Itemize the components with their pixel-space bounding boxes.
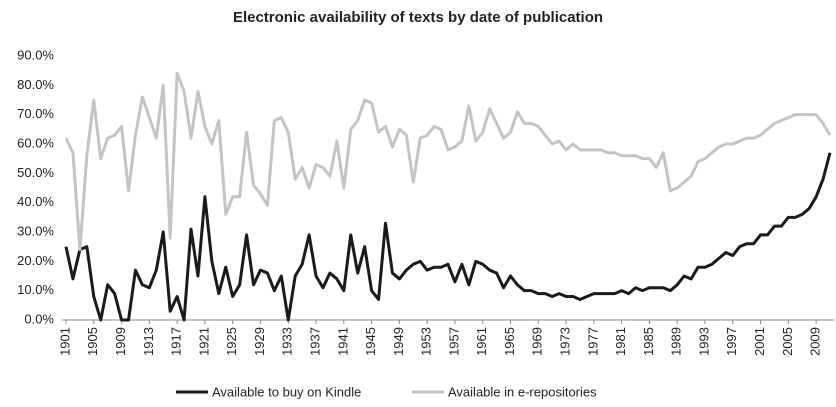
line-series xyxy=(64,72,832,252)
x-tick-label: 1989 xyxy=(669,327,684,356)
x-tick-label: 2001 xyxy=(752,327,767,356)
x-tick-label: 1925 xyxy=(224,327,239,356)
y-tick-label: 20.0% xyxy=(17,253,54,268)
x-tick-label: 1969 xyxy=(530,327,545,356)
x-tick-label: 1909 xyxy=(113,327,128,356)
x-tick-label: 1941 xyxy=(335,327,350,356)
y-tick-label: 30.0% xyxy=(17,223,54,238)
x-tick-label: 1921 xyxy=(196,327,211,356)
x-tick-label: 1949 xyxy=(391,327,406,356)
x-tick-label: 1913 xyxy=(141,327,156,356)
x-tick-label: 1901 xyxy=(57,327,72,356)
x-tick-label: 1993 xyxy=(696,327,711,356)
x-tick-label: 1985 xyxy=(641,327,656,356)
x-tick-label: 2005 xyxy=(780,327,795,356)
x-tick-label: 1961 xyxy=(474,327,489,356)
legend-label: Available in e-repositories xyxy=(448,384,597,399)
y-tick-label: 60.0% xyxy=(17,135,54,150)
y-tick-label: 40.0% xyxy=(17,194,54,209)
x-tick-label: 1981 xyxy=(613,327,628,356)
y-tick-label: 70.0% xyxy=(17,106,54,121)
line-series xyxy=(64,152,832,322)
x-tick-label: 1937 xyxy=(307,327,322,356)
y-tick-label: 80.0% xyxy=(17,77,54,92)
x-tick-label: 1933 xyxy=(280,327,295,356)
x-tick-label: 1953 xyxy=(419,327,434,356)
x-tick-label: 2009 xyxy=(808,327,823,356)
x-tick-label: 1945 xyxy=(363,327,378,356)
x-tick-label: 1917 xyxy=(169,327,184,356)
x-tick-label: 1997 xyxy=(724,327,739,356)
x-tick-label: 1977 xyxy=(585,327,600,356)
x-tick-label: 1957 xyxy=(446,327,461,356)
y-tick-label: 10.0% xyxy=(17,282,54,297)
x-tick-label: 1973 xyxy=(558,327,573,356)
y-tick-label: 0.0% xyxy=(24,311,54,326)
y-tick-label: 90.0% xyxy=(17,47,54,62)
x-tick-label: 1929 xyxy=(252,327,267,356)
x-tick-label: 1905 xyxy=(85,327,100,356)
chart-title: Electronic availability of texts by date… xyxy=(233,9,603,26)
legend-label: Available to buy on Kindle xyxy=(212,384,361,399)
x-tick-label: 1965 xyxy=(502,327,517,356)
y-tick-label: 50.0% xyxy=(17,165,54,180)
